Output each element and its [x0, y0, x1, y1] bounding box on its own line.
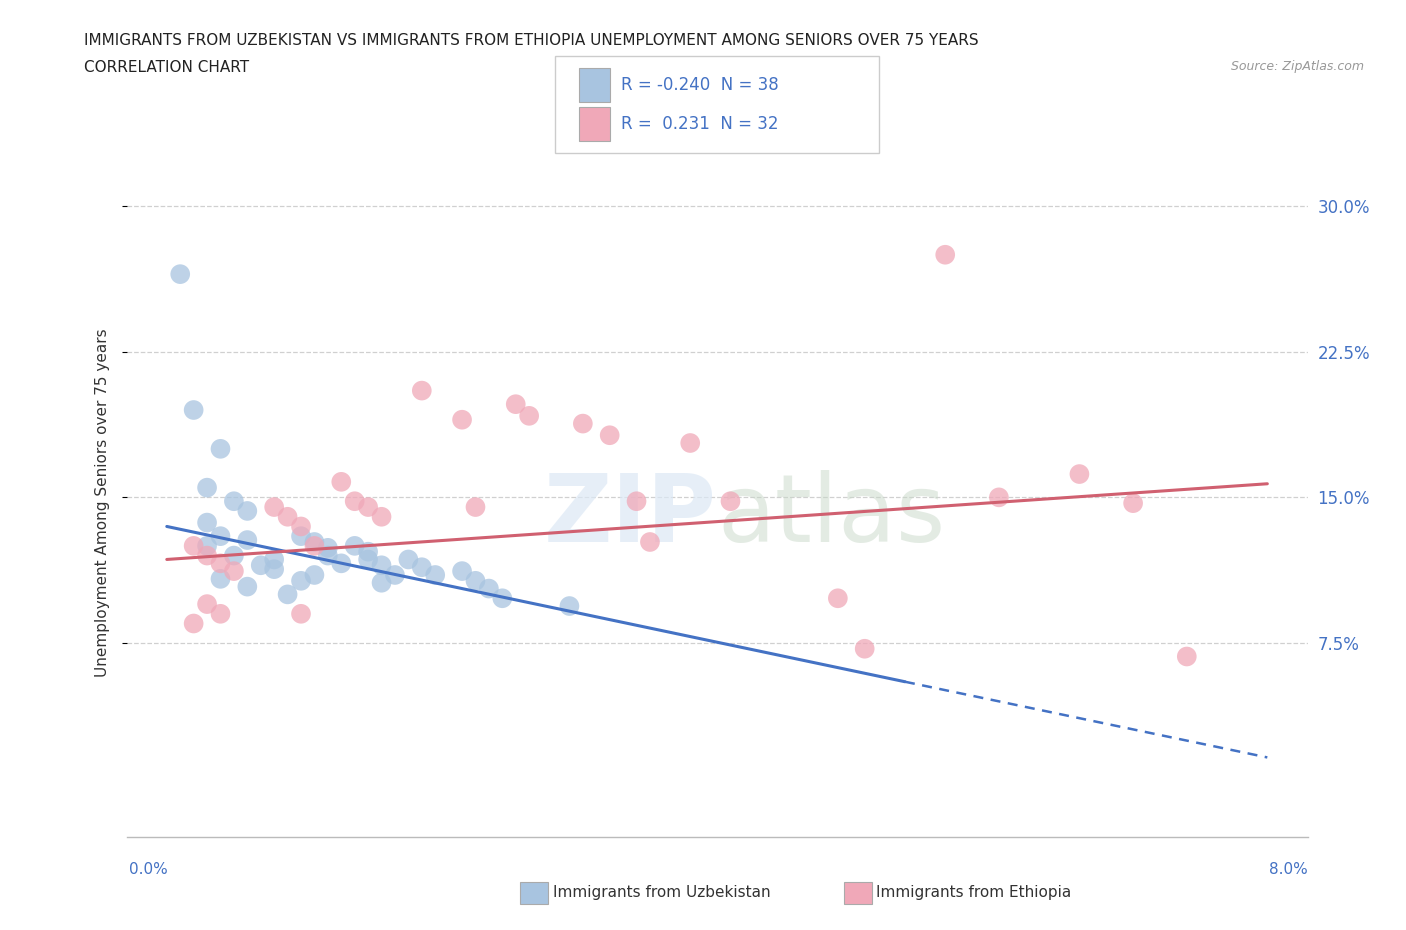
Point — [222, 494, 245, 509]
Point — [304, 538, 326, 553]
Point — [304, 567, 326, 582]
Point — [343, 538, 366, 553]
Text: ZIP: ZIP — [544, 470, 717, 562]
Point — [183, 616, 205, 631]
Point — [209, 529, 232, 544]
Point — [209, 606, 232, 621]
Point — [517, 408, 540, 423]
Point — [357, 544, 380, 559]
Text: CORRELATION CHART: CORRELATION CHART — [84, 60, 249, 75]
Point — [1122, 496, 1144, 511]
Point — [290, 574, 312, 589]
Point — [249, 558, 271, 573]
Point — [316, 548, 339, 563]
Point — [169, 267, 191, 282]
Point — [263, 562, 285, 577]
Point — [330, 474, 353, 489]
Point — [853, 642, 876, 657]
Point — [195, 480, 218, 495]
Point — [370, 576, 392, 591]
Text: IMMIGRANTS FROM UZBEKISTAN VS IMMIGRANTS FROM ETHIOPIA UNEMPLOYMENT AMONG SENIOR: IMMIGRANTS FROM UZBEKISTAN VS IMMIGRANTS… — [84, 33, 979, 47]
Point — [316, 540, 339, 555]
Point — [558, 599, 581, 614]
Y-axis label: Unemployment Among Seniors over 75 years: Unemployment Among Seniors over 75 years — [94, 328, 110, 676]
Point — [357, 552, 380, 567]
Point — [236, 503, 259, 518]
Text: 0.0%: 0.0% — [129, 862, 169, 877]
Text: Source: ZipAtlas.com: Source: ZipAtlas.com — [1230, 60, 1364, 73]
Point — [236, 533, 259, 548]
Point — [209, 442, 232, 457]
Point — [222, 548, 245, 563]
Point — [263, 499, 285, 514]
Text: atlas: atlas — [717, 470, 945, 562]
Point — [222, 564, 245, 578]
Point — [599, 428, 621, 443]
Point — [357, 499, 380, 514]
Point — [491, 591, 513, 605]
Text: 8.0%: 8.0% — [1268, 862, 1308, 877]
Point — [464, 574, 486, 589]
Text: Immigrants from Ethiopia: Immigrants from Ethiopia — [876, 885, 1071, 900]
Point — [277, 587, 299, 602]
Point — [1175, 649, 1198, 664]
Point — [425, 567, 447, 582]
Point — [626, 494, 648, 509]
Point — [236, 579, 259, 594]
Point — [478, 581, 501, 596]
Point — [638, 535, 661, 550]
Point — [195, 515, 218, 530]
Text: R = -0.240  N = 38: R = -0.240 N = 38 — [621, 76, 779, 94]
Point — [451, 412, 474, 427]
Point — [183, 538, 205, 553]
Point — [411, 383, 433, 398]
Point — [209, 571, 232, 586]
Point — [505, 397, 527, 412]
Point — [290, 529, 312, 544]
Point — [195, 548, 218, 563]
Point — [987, 490, 1010, 505]
Point — [411, 560, 433, 575]
Point — [304, 535, 326, 550]
Point — [263, 552, 285, 567]
Point — [451, 564, 474, 578]
Point — [384, 567, 406, 582]
Point — [330, 556, 353, 571]
Point — [343, 494, 366, 509]
Text: R =  0.231  N = 32: R = 0.231 N = 32 — [621, 115, 779, 133]
Point — [290, 519, 312, 534]
Point — [209, 556, 232, 571]
Point — [827, 591, 849, 605]
Point — [290, 606, 312, 621]
Point — [396, 552, 419, 567]
Text: Immigrants from Uzbekistan: Immigrants from Uzbekistan — [553, 885, 770, 900]
Point — [572, 416, 595, 431]
Point — [277, 510, 299, 525]
Point — [1069, 467, 1091, 482]
Point — [934, 247, 956, 262]
Point — [720, 494, 742, 509]
Point — [195, 538, 218, 553]
Point — [370, 558, 392, 573]
Point — [464, 499, 486, 514]
Point — [370, 510, 392, 525]
Point — [183, 403, 205, 418]
Point — [195, 597, 218, 612]
Point — [679, 435, 702, 450]
